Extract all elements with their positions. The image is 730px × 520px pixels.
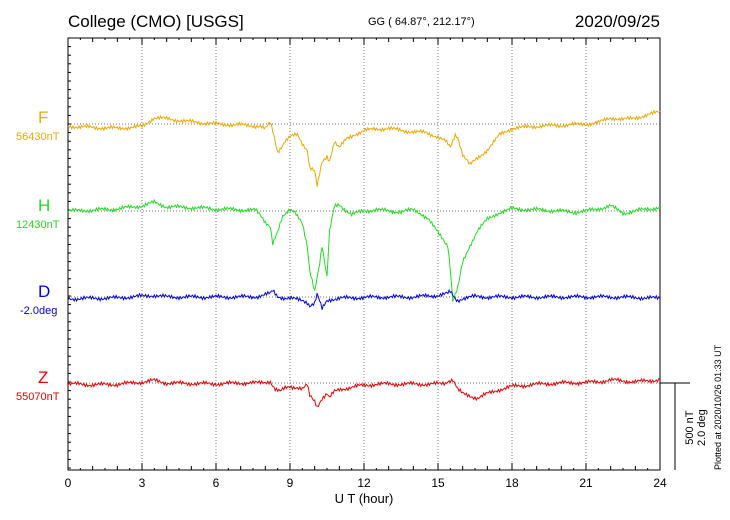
scale-deg-label: 2.0 deg bbox=[696, 409, 708, 446]
baseline-f: 56430nT bbox=[16, 131, 60, 143]
plotted-at-stamp: Plotted at 2020/10/26 01:33 UT bbox=[713, 344, 723, 470]
series-label-d: D bbox=[38, 282, 51, 301]
series-lines bbox=[67, 109, 661, 408]
series-line-h bbox=[67, 198, 660, 303]
x-tick-label: 24 bbox=[653, 476, 667, 490]
scale-labels: 500 nT 2.0 deg bbox=[684, 409, 708, 446]
x-tick-label: 15 bbox=[431, 476, 445, 490]
x-tick-label: 18 bbox=[505, 476, 519, 490]
x-tick-label: 3 bbox=[139, 476, 146, 490]
x-tick-label: 0 bbox=[65, 476, 72, 490]
scale-nt-label: 500 nT bbox=[684, 410, 696, 445]
series-label-f: F bbox=[38, 108, 49, 127]
scale-bar bbox=[660, 382, 690, 470]
x-tick-label: 12 bbox=[357, 476, 371, 490]
x-axis-label: U T (hour) bbox=[335, 491, 394, 506]
station-title: College (CMO) [USGS] bbox=[68, 12, 244, 31]
series-label-z: Z bbox=[38, 368, 49, 387]
tick-marks bbox=[67, 38, 661, 470]
series-line-z bbox=[67, 376, 661, 408]
x-tick-label: 9 bbox=[287, 476, 294, 490]
x-tick-labels: 0 3 6 9 12 15 18 21 24 bbox=[65, 476, 667, 490]
grid-lines bbox=[141, 38, 587, 470]
baseline-h: 12430nT bbox=[16, 219, 60, 231]
station-coordinates: GG ( 64.87°, 212.17°) bbox=[368, 16, 475, 28]
x-tick-label: 21 bbox=[579, 476, 593, 490]
series-label-h: H bbox=[38, 196, 51, 215]
plot-date: 2020/09/25 bbox=[574, 12, 660, 31]
baseline-d: -2.0deg bbox=[20, 305, 58, 317]
series-line-d bbox=[67, 288, 661, 310]
series-line-f bbox=[67, 109, 661, 187]
x-tick-label: 6 bbox=[213, 476, 220, 490]
baseline-z: 55070nT bbox=[16, 391, 60, 403]
